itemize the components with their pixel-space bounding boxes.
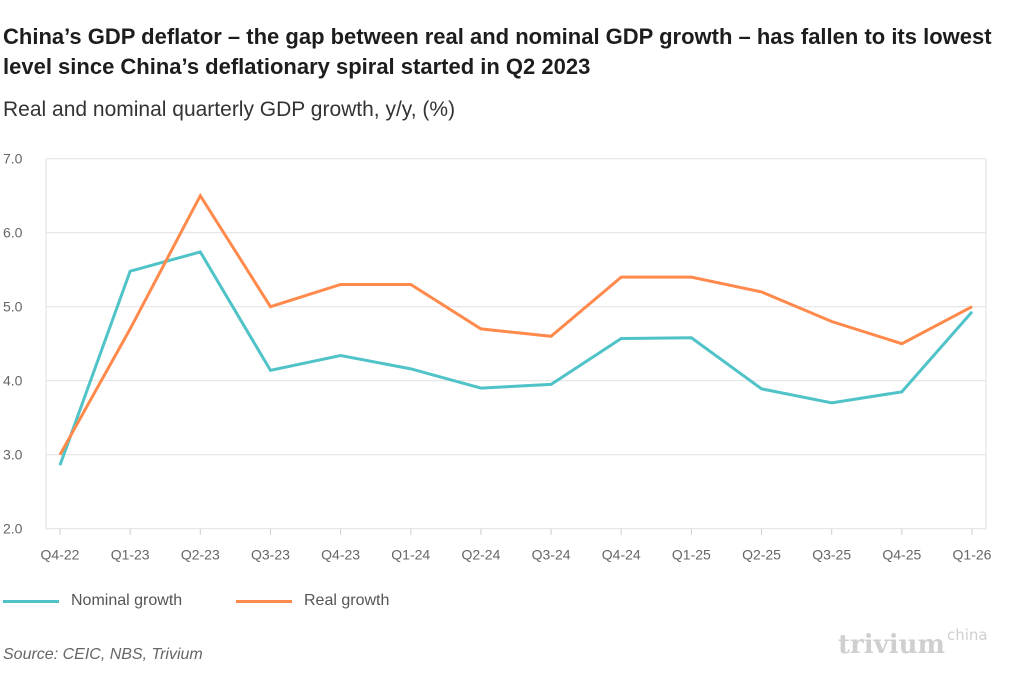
data-point xyxy=(971,306,973,308)
y-tick-label: 2.0 xyxy=(3,521,23,537)
x-tick-label: Q4-25 xyxy=(882,547,921,563)
x-tick-label: Q4-22 xyxy=(41,547,80,563)
legend-item-real: Real growth xyxy=(236,592,389,610)
legend-swatch-real xyxy=(236,599,292,603)
y-tick-label: 5.0 xyxy=(3,299,23,315)
data-point xyxy=(550,383,552,385)
data-point xyxy=(59,464,61,466)
x-tick-label: Q3-24 xyxy=(532,547,571,563)
y-tick-label: 4.0 xyxy=(3,373,23,389)
logo-sup: china xyxy=(946,626,988,644)
x-tick-label: Q2-23 xyxy=(181,547,220,563)
data-point xyxy=(129,270,131,272)
x-tick-label: Q2-25 xyxy=(742,547,781,563)
data-point xyxy=(480,328,482,330)
data-point xyxy=(340,355,342,357)
legend-item-nominal: Nominal growth xyxy=(3,592,182,610)
y-tick-label: 3.0 xyxy=(3,447,23,463)
data-point xyxy=(761,291,763,293)
data-point xyxy=(620,338,622,340)
data-point xyxy=(620,276,622,278)
data-point xyxy=(831,321,833,322)
logo-main: trivium xyxy=(838,630,945,660)
x-tick-label: Q1-25 xyxy=(672,547,711,563)
x-tick-label: Q3-23 xyxy=(251,547,290,563)
x-tick-label: Q2-24 xyxy=(461,547,500,563)
y-tick-label: 6.0 xyxy=(3,225,23,241)
data-point xyxy=(410,284,412,285)
data-point xyxy=(761,388,763,390)
data-point xyxy=(199,195,201,197)
data-point xyxy=(690,337,692,339)
data-point xyxy=(199,251,201,253)
data-point xyxy=(129,328,131,330)
series-line-real xyxy=(58,192,973,456)
source-note: Source: CEIC, NBS, Trivium xyxy=(3,646,203,663)
x-tick-label: Q3-25 xyxy=(812,547,851,563)
x-tick-label: Q4-23 xyxy=(321,547,360,563)
x-tick-label: Q1-24 xyxy=(391,547,430,563)
chart-title: China’s GDP deflator – the gap between r… xyxy=(3,24,992,79)
legend-label-nominal: Nominal growth xyxy=(71,592,183,609)
data-point xyxy=(269,369,271,371)
data-point xyxy=(410,368,412,370)
data-point xyxy=(480,387,482,389)
data-point xyxy=(901,343,903,345)
data-point xyxy=(690,276,692,278)
x-tick-label: Q1-26 xyxy=(953,547,992,563)
y-tick-label: 7.0 xyxy=(3,151,23,167)
data-point xyxy=(59,454,61,456)
legend-swatch-nominal xyxy=(3,599,59,603)
data-point xyxy=(340,284,342,285)
trivium-china-logo: trivium china xyxy=(838,626,988,660)
data-point xyxy=(971,311,973,313)
data-point xyxy=(269,306,271,308)
x-tick-label: Q4-24 xyxy=(602,547,641,563)
data-point xyxy=(550,335,552,337)
chart-subtitle: Real and nominal quarterly GDP growth, y… xyxy=(3,98,456,121)
x-tick-label: Q1-23 xyxy=(111,547,150,563)
data-point xyxy=(831,402,833,404)
series-line-nominal xyxy=(58,250,974,466)
data-point xyxy=(901,391,903,393)
legend-label-real: Real growth xyxy=(304,592,390,609)
